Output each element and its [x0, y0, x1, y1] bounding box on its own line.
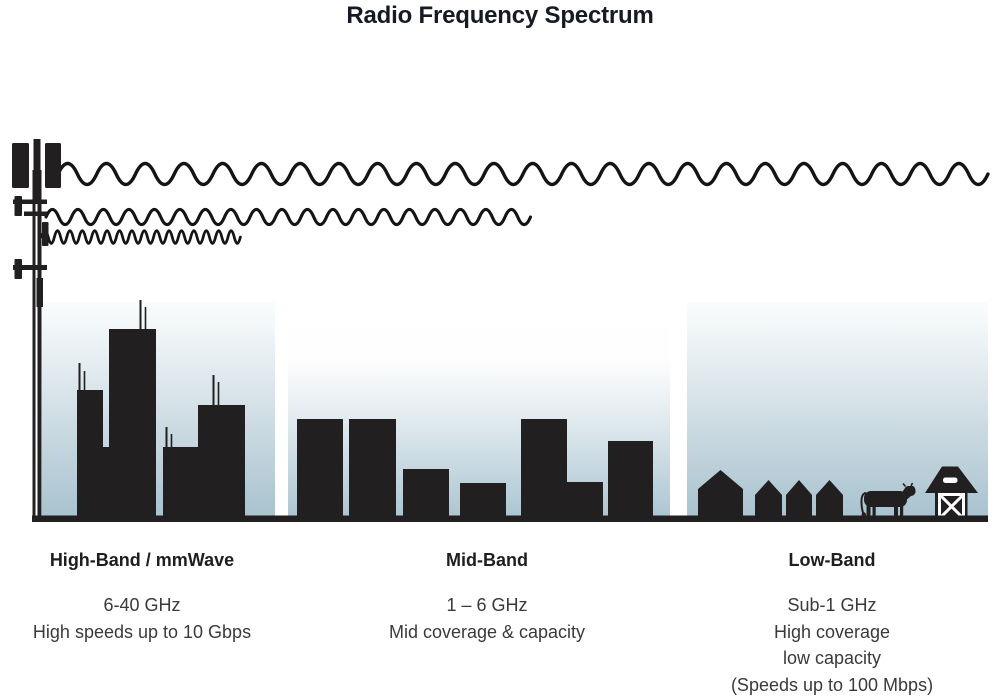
high-band-description: High speeds up to 10 Gbps	[32, 621, 252, 642]
high-band-frequency: 6-40 GHz	[103, 595, 181, 615]
ground-line	[32, 515, 988, 522]
barn-icon	[925, 466, 978, 521]
low-band-name: Low-Band	[788, 550, 876, 570]
mid-band-name: Mid-Band	[446, 550, 528, 570]
band-label-low-band: Low-Band Sub-1 GHz High coverage low cap…	[691, 549, 973, 698]
radio-wave-long-icon	[56, 161, 990, 187]
high-band-name: High-Band / mmWave	[49, 550, 235, 570]
suburban-houses-icon	[698, 470, 843, 520]
cell-tower-icon	[12, 139, 61, 516]
low-band-coverage: High coverage	[773, 621, 891, 642]
city-skyline-icon	[77, 300, 245, 520]
band-label-mid-band: Mid-Band 1 – 6 GHz Mid coverage & capaci…	[346, 549, 628, 645]
page-title: Radio Frequency Spectrum	[346, 2, 654, 29]
low-band-frequency: Sub-1 GHz	[787, 595, 877, 615]
radio-wave-short-icon	[40, 229, 242, 245]
mid-band-description: Mid coverage & capacity	[388, 621, 586, 642]
mid-band-frequency: 1 – 6 GHz	[446, 595, 528, 615]
low-band-speed: (Speeds up to 100 Mbps)	[730, 674, 934, 695]
midrise-buildings-icon	[297, 419, 653, 520]
low-band-capacity: low capacity	[782, 648, 882, 668]
cow-icon	[860, 482, 916, 519]
radio-wave-medium-icon	[44, 207, 533, 227]
band-label-high-band: High-Band / mmWave 6-40 GHz High speeds …	[1, 549, 283, 645]
